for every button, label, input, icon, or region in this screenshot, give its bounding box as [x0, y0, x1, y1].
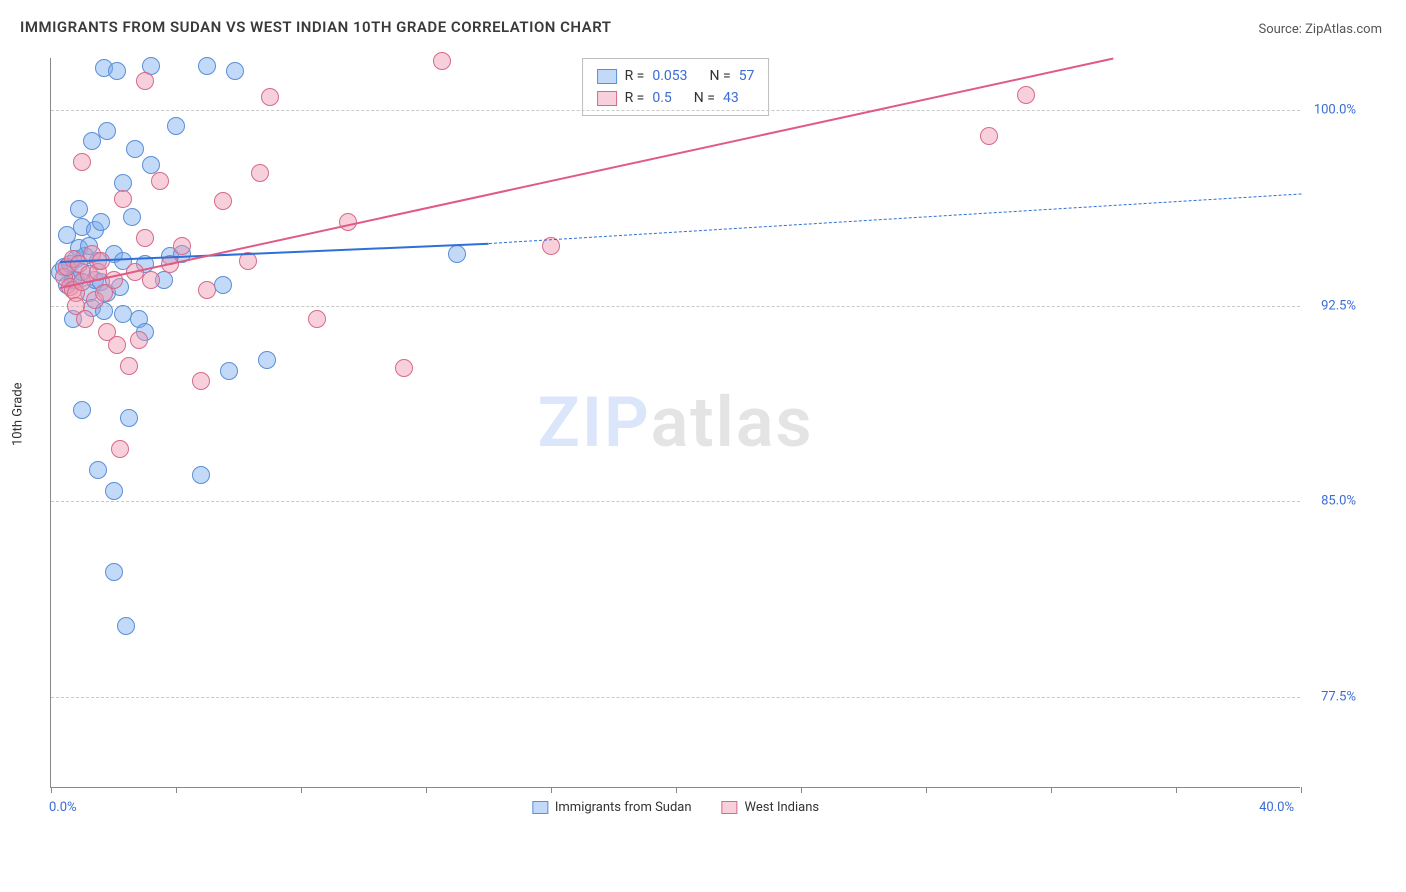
scatter-point-s2 — [111, 440, 129, 458]
scatter-point-s1 — [192, 466, 210, 484]
x-tick — [1051, 787, 1052, 793]
scatter-point-s2 — [136, 72, 154, 90]
y-axis-label: 10th Grade — [11, 382, 26, 446]
scatter-point-s2 — [433, 52, 451, 70]
r-label-s1: R = — [625, 65, 645, 87]
x-tick — [676, 787, 677, 793]
legend-swatch-s1 — [532, 801, 548, 814]
grid-line — [51, 110, 1300, 111]
scatter-point-s2 — [980, 127, 998, 145]
scatter-point-s1 — [220, 362, 238, 380]
x-tick — [426, 787, 427, 793]
x-tick — [551, 787, 552, 793]
y-tick-label: 100.0% — [1314, 103, 1356, 118]
scatter-point-s1 — [126, 140, 144, 158]
scatter-point-s1 — [226, 62, 244, 80]
x-tick — [1176, 787, 1177, 793]
r-value-s2: 0.5 — [652, 87, 671, 109]
watermark: ZIPatlas — [538, 382, 814, 464]
x-tick — [1301, 787, 1302, 793]
legend-label-s1: Immigrants from Sudan — [555, 800, 692, 815]
scatter-point-s1 — [89, 461, 107, 479]
scatter-point-s1 — [117, 617, 135, 635]
scatter-point-s1 — [70, 200, 88, 218]
scatter-point-s1 — [214, 276, 232, 294]
series-legend: Immigrants from Sudan West Indians — [532, 800, 819, 815]
scatter-point-s1 — [448, 245, 466, 263]
scatter-point-s2 — [198, 281, 216, 299]
source-attribution: Source: ZipAtlas.com — [1258, 22, 1382, 37]
y-tick-label: 92.5% — [1321, 298, 1356, 313]
scatter-point-s2 — [120, 357, 138, 375]
scatter-point-s1 — [105, 482, 123, 500]
scatter-point-s1 — [258, 351, 276, 369]
watermark-zip: ZIP — [538, 382, 651, 464]
n-label-s1: N = — [710, 65, 731, 87]
watermark-atlas: atlas — [651, 382, 814, 464]
scatter-point-s2 — [142, 271, 160, 289]
scatter-point-s2 — [136, 229, 154, 247]
r-label-s2: R = — [625, 87, 645, 109]
trend-line-extrapolated-s1 — [488, 194, 1301, 245]
x-axis-min-label: 0.0% — [49, 800, 77, 815]
scatter-point-s2 — [76, 310, 94, 328]
scatter-point-s2 — [261, 88, 279, 106]
x-tick — [51, 787, 52, 793]
scatter-point-s2 — [173, 237, 191, 255]
legend-row-s2: R = 0.5 N = 43 — [597, 87, 755, 109]
scatter-point-s1 — [123, 208, 141, 226]
scatter-point-s1 — [167, 117, 185, 135]
chart-title: IMMIGRANTS FROM SUDAN VS WEST INDIAN 10T… — [20, 18, 611, 36]
scatter-point-s1 — [73, 401, 91, 419]
scatter-point-s2 — [130, 331, 148, 349]
chart-container: IMMIGRANTS FROM SUDAN VS WEST INDIAN 10T… — [0, 0, 1406, 892]
scatter-point-s2 — [308, 310, 326, 328]
grid-line — [51, 697, 1300, 698]
swatch-series-1 — [597, 69, 617, 84]
scatter-point-s2 — [114, 190, 132, 208]
scatter-point-s1 — [120, 409, 138, 427]
n-value-s1: 57 — [739, 65, 755, 87]
legend-row-s1: R = 0.053 N = 57 — [597, 65, 755, 87]
scatter-point-s2 — [214, 192, 232, 210]
source-prefix: Source: — [1258, 22, 1305, 37]
x-tick — [801, 787, 802, 793]
y-tick-label: 85.0% — [1321, 494, 1356, 509]
n-label-s2: N = — [694, 87, 715, 109]
n-value-s2: 43 — [723, 87, 739, 109]
scatter-point-s1 — [98, 122, 116, 140]
legend-label-s2: West Indians — [745, 800, 820, 815]
legend-item-s1: Immigrants from Sudan — [532, 800, 692, 815]
correlation-legend: R = 0.053 N = 57 R = 0.5 N = 43 — [582, 58, 770, 116]
x-tick — [176, 787, 177, 793]
x-tick — [301, 787, 302, 793]
source-name: ZipAtlas.com — [1305, 22, 1382, 37]
scatter-point-s2 — [151, 172, 169, 190]
y-tick-label: 77.5% — [1321, 689, 1356, 704]
scatter-point-s2 — [73, 153, 91, 171]
scatter-point-s2 — [1017, 86, 1035, 104]
scatter-point-s2 — [108, 336, 126, 354]
grid-line — [51, 306, 1300, 307]
grid-line — [51, 501, 1300, 502]
swatch-series-2 — [597, 91, 617, 106]
scatter-point-s1 — [92, 213, 110, 231]
x-axis-max-label: 40.0% — [1259, 800, 1294, 815]
scatter-point-s1 — [198, 57, 216, 75]
scatter-point-s2 — [192, 372, 210, 390]
r-value-s1: 0.053 — [652, 65, 687, 87]
scatter-point-s1 — [105, 563, 123, 581]
x-tick — [926, 787, 927, 793]
scatter-point-s1 — [108, 62, 126, 80]
legend-item-s2: West Indians — [722, 800, 820, 815]
legend-swatch-s2 — [722, 801, 738, 814]
scatter-point-s2 — [395, 359, 413, 377]
scatter-point-s1 — [83, 132, 101, 150]
scatter-point-s2 — [251, 164, 269, 182]
plot-area: ZIPatlas R = 0.053 N = 57 R = 0.5 N = 43… — [50, 58, 1300, 788]
